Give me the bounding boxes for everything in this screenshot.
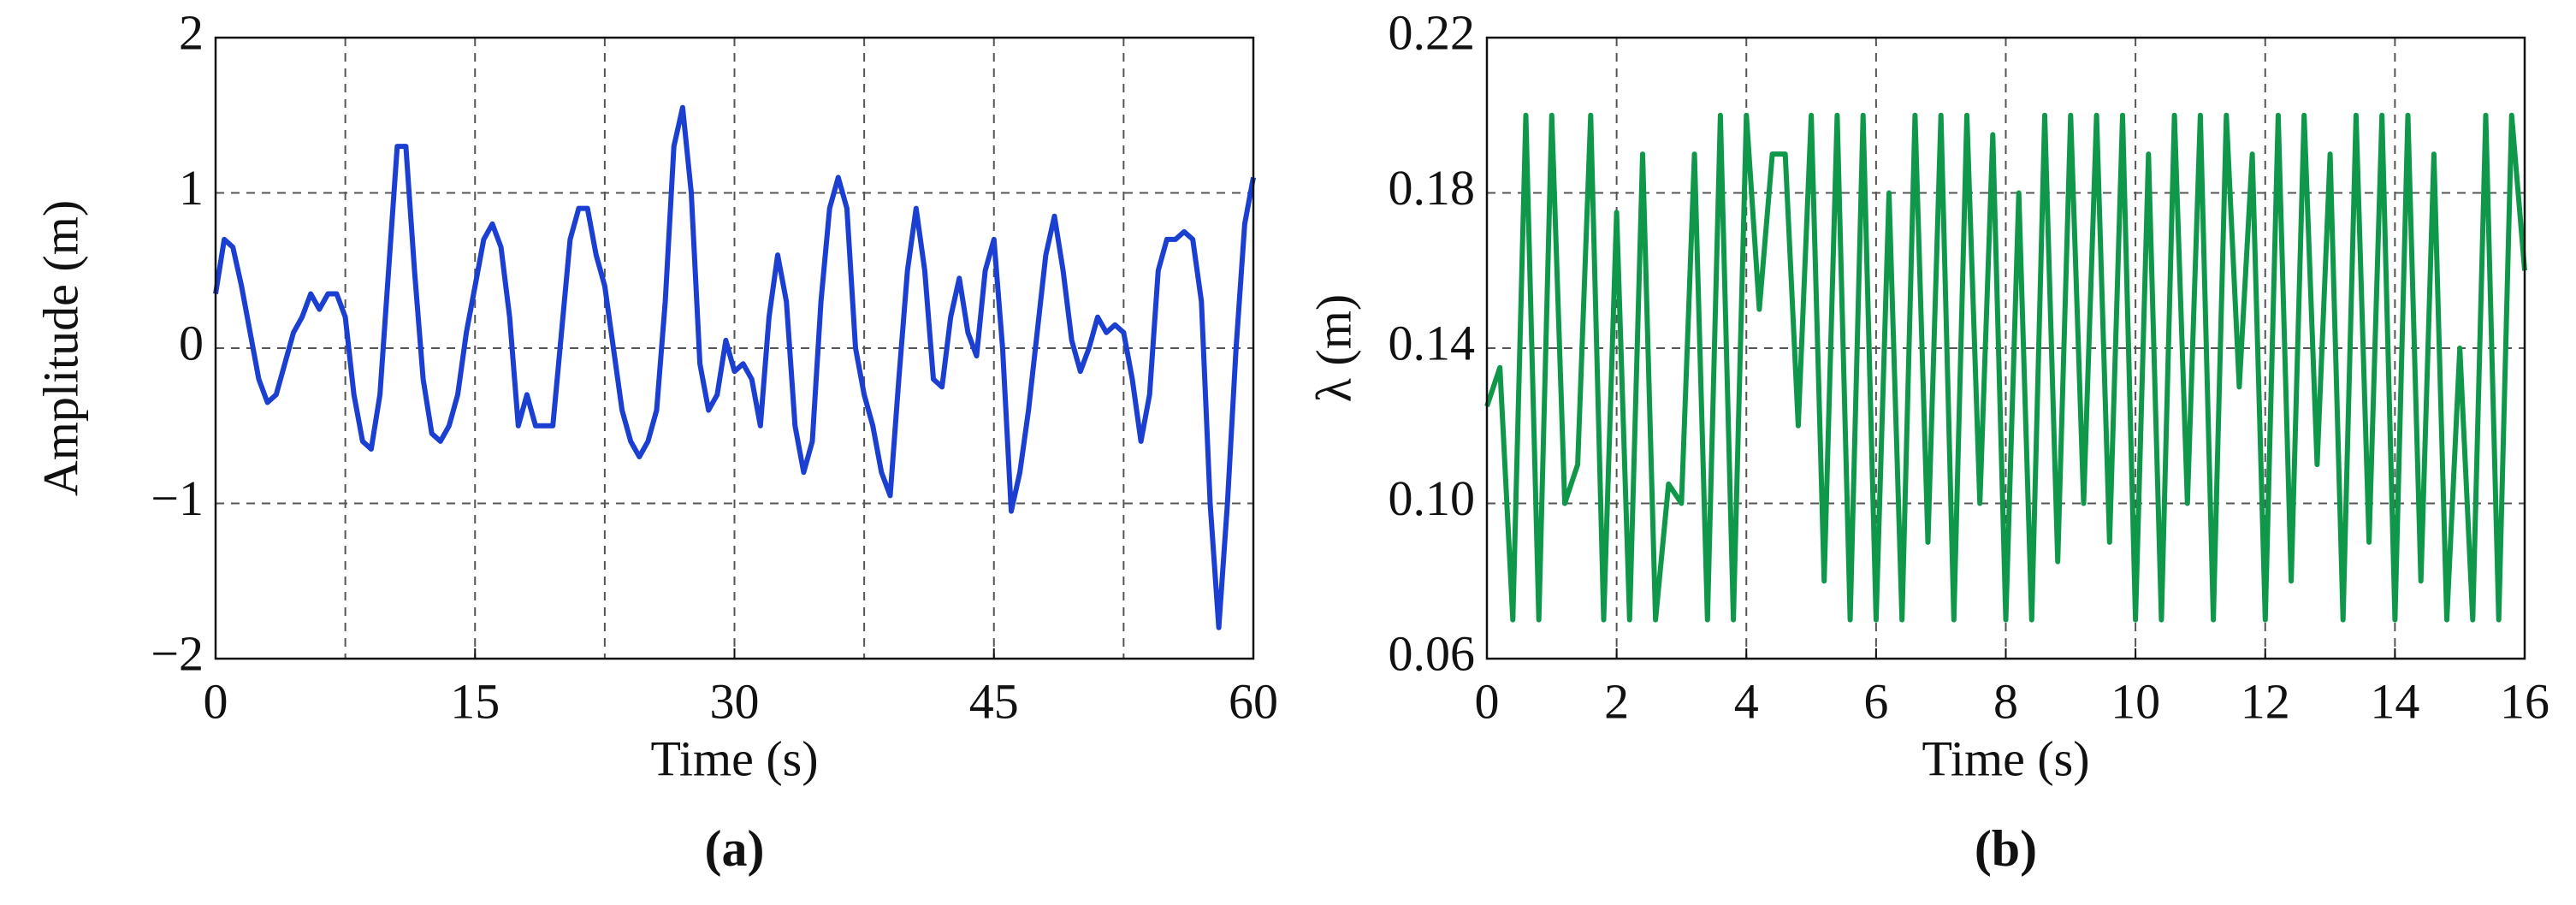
- x-tick-label: 45: [969, 673, 1019, 729]
- x-tick-label: 0: [204, 673, 228, 729]
- y-tick-label: −1: [151, 470, 204, 526]
- x-tick-label: 12: [2241, 673, 2290, 729]
- y-tick-label: −2: [151, 625, 204, 681]
- x-tick-label: 15: [450, 673, 500, 729]
- panel-caption: (b): [1975, 820, 2037, 877]
- x-tick-label: 0: [1475, 673, 1500, 729]
- y-tick-label: 0: [179, 315, 204, 370]
- y-axis-title: Amplitude (m): [33, 200, 88, 496]
- x-tick-label: 10: [2111, 673, 2160, 729]
- x-tick-label: 60: [1229, 673, 1278, 729]
- plot-frame: [1485, 36, 2526, 660]
- y-tick-label: 0.06: [1389, 625, 1476, 681]
- data-line: [213, 104, 1256, 630]
- x-tick-label: 2: [1604, 673, 1629, 729]
- y-tick-label: 0.10: [1389, 470, 1476, 526]
- x-tick-label: 14: [2370, 673, 2419, 729]
- x-tick-label: 16: [2500, 673, 2549, 729]
- data-line: [1484, 112, 2527, 623]
- x-tick-label: 8: [1993, 673, 2018, 729]
- y-tick-label: 1: [179, 160, 204, 216]
- x-tick-label: 30: [710, 673, 760, 729]
- x-tick-label: 6: [1863, 673, 1888, 729]
- panel-caption: (a): [705, 820, 765, 877]
- x-tick-label: 4: [1734, 673, 1759, 729]
- y-tick-label: 0.14: [1389, 315, 1476, 370]
- x-axis-title: Time (s): [650, 731, 818, 786]
- y-axis-title: λ (m): [1306, 294, 1361, 402]
- y-tick-label: 0.22: [1389, 4, 1476, 60]
- y-tick-label: 2: [179, 4, 204, 60]
- y-tick-label: 0.18: [1389, 160, 1476, 216]
- plot-frame: [214, 36, 1255, 660]
- x-axis-title: Time (s): [1922, 731, 2089, 786]
